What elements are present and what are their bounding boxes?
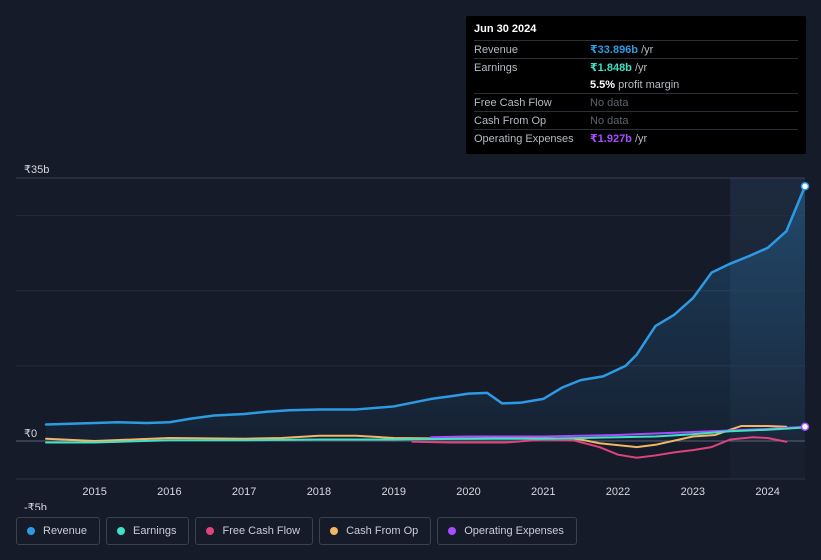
y-axis-labels: ₹35b ₹0 -₹5b — [24, 164, 49, 510]
revenue-area-fill — [46, 186, 805, 441]
data-tooltip: Jun 30 2024 Revenue ₹33.896b /yr Earning… — [466, 16, 806, 154]
legend-dot-icon — [117, 527, 126, 535]
series-line-earnings — [45, 426, 806, 444]
marker-revenue — [800, 182, 810, 191]
x-axis-labels: 2015 2016 2017 2018 2019 2020 2021 2022 2023 2024 — [82, 486, 779, 498]
tooltip-value: 5.5% — [590, 78, 616, 91]
marker-operating-expenses — [800, 422, 810, 431]
legend-item-revenue[interactable]: Revenue — [16, 517, 101, 545]
x-tick-label: 2024 — [755, 486, 779, 498]
x-tick-label: 2022 — [606, 486, 630, 498]
x-tick-label: 2020 — [456, 486, 480, 498]
legend-dot-icon — [330, 527, 339, 535]
tooltip-label: Revenue — [474, 43, 519, 56]
legend-dot-icon — [27, 527, 35, 535]
tooltip-row-operating-expenses: Operating Expenses ₹1.927b /yr — [474, 129, 798, 147]
tooltip-date: Jun 30 2024 — [474, 23, 537, 35]
legend-label: Cash From Op — [346, 525, 419, 537]
tooltip-row-profit-margin: 5.5% profit margin — [474, 76, 798, 93]
tooltip-suffix: /yr — [631, 62, 648, 74]
y-tick-label: ₹0 — [24, 428, 37, 440]
tooltip-suffix: profit margin — [615, 78, 680, 91]
legend-label: Earnings — [133, 525, 177, 537]
tooltip-value: No data — [590, 96, 629, 109]
chart-legend: Revenue Earnings Free Cash Flow Cash Fro… — [16, 517, 577, 547]
x-tick-label: 2019 — [381, 486, 405, 498]
series-line-free-cash-flow — [411, 436, 788, 459]
end-markers — [800, 182, 810, 431]
legend-item-free-cash-flow[interactable]: Free Cash Flow — [195, 517, 314, 545]
x-tick-label: 2021 — [531, 486, 555, 498]
tooltip-row-revenue: Revenue ₹33.896b /yr — [474, 40, 798, 58]
tooltip-label: Operating Expenses — [474, 132, 574, 145]
legend-dot-icon — [206, 527, 215, 535]
chart-canvas: ₹35b₹0-₹5b 2015 2016 2017 2018 2019 2020 2021 2… — [16, 164, 810, 510]
tooltip-suffix: /yr — [631, 133, 648, 145]
tooltip-value: ₹1.927b — [590, 133, 632, 145]
tooltip-label: Earnings — [474, 61, 518, 74]
revenue-area — [46, 186, 805, 441]
series-line-revenue — [44, 185, 807, 426]
tooltip-row-free-cash-flow: Free Cash Flow No data — [474, 93, 798, 111]
legend-dot-icon — [448, 527, 457, 535]
y-tick-label: -₹5b — [24, 502, 47, 510]
tooltip-value: No data — [590, 114, 629, 127]
legend-item-operating-expenses[interactable]: Operating Expenses — [437, 517, 577, 545]
x-tick-label: 2018 — [307, 486, 331, 498]
series-lines — [44, 185, 807, 459]
tooltip-value: ₹33.896b — [590, 44, 639, 56]
legend-item-earnings[interactable]: Earnings — [106, 517, 190, 545]
tooltip-value: ₹1.848b — [590, 62, 632, 74]
legend-label: Operating Expenses — [464, 525, 564, 537]
legend-label: Revenue — [43, 525, 88, 537]
tooltip-label: Cash From Op — [474, 114, 547, 127]
tooltip-suffix: /yr — [638, 44, 654, 56]
x-tick-label: 2015 — [82, 486, 106, 498]
legend-item-cash-from-op[interactable]: Cash From Op — [319, 517, 432, 545]
y-tick-label: ₹35b — [24, 164, 49, 176]
x-tick-label: 2017 — [232, 486, 256, 498]
tooltip-label: Free Cash Flow — [474, 96, 552, 109]
tooltip-row-earnings: Earnings ₹1.848b /yr — [474, 58, 798, 76]
x-tick-label: 2016 — [157, 486, 181, 498]
gridlines — [16, 177, 805, 480]
legend-label: Free Cash Flow — [222, 525, 301, 537]
tooltip-row-cash-from-op: Cash From Op No data — [474, 111, 798, 129]
x-tick-label: 2023 — [681, 486, 705, 498]
